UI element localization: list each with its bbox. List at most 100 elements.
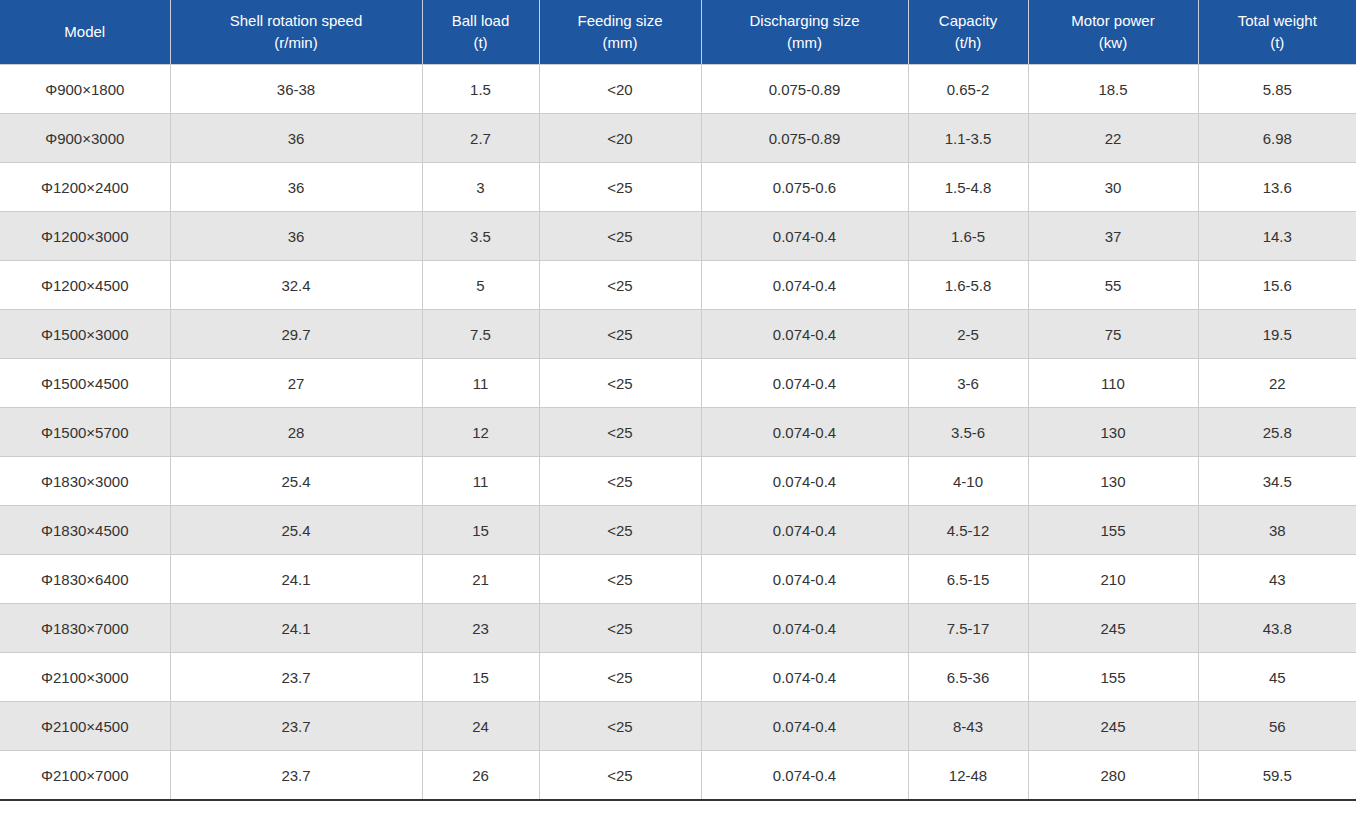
table-cell: 27: [170, 359, 422, 408]
table-cell: Φ1500×4500: [0, 359, 170, 408]
table-body: Φ900×180036-381.5<200.075-0.890.65-218.5…: [0, 65, 1356, 801]
table-cell: 43: [1198, 555, 1356, 604]
table-cell: 0.074-0.4: [701, 751, 908, 801]
table-cell: 12-48: [908, 751, 1028, 801]
table-cell: 0.074-0.4: [701, 310, 908, 359]
table-cell: 29.7: [170, 310, 422, 359]
table-cell: 13.6: [1198, 163, 1356, 212]
table-cell: 2-5: [908, 310, 1028, 359]
table-cell: <25: [539, 457, 701, 506]
table-cell: Φ900×3000: [0, 114, 170, 163]
table-cell: 30: [1028, 163, 1198, 212]
table-cell: 130: [1028, 457, 1198, 506]
table-cell: Φ1830×4500: [0, 506, 170, 555]
table-row: Φ1200×450032.45<250.074-0.41.6-5.85515.6: [0, 261, 1356, 310]
table-cell: 23: [422, 604, 539, 653]
table-cell: 0.074-0.4: [701, 555, 908, 604]
table-cell: <25: [539, 310, 701, 359]
table-cell: 110: [1028, 359, 1198, 408]
table-cell: 11: [422, 359, 539, 408]
table-cell: 3-6: [908, 359, 1028, 408]
table-cell: 25.8: [1198, 408, 1356, 457]
table-cell: 0.65-2: [908, 65, 1028, 114]
table-cell: 0.074-0.4: [701, 604, 908, 653]
table-cell: <20: [539, 65, 701, 114]
col-header-ball-load: Ball load (t): [422, 0, 539, 65]
table-cell: 22: [1198, 359, 1356, 408]
table-cell: 26: [422, 751, 539, 801]
table-cell: <25: [539, 359, 701, 408]
table-cell: 25.4: [170, 457, 422, 506]
table-cell: 15: [422, 653, 539, 702]
table-header: Model Shell rotation speed (r/min) Ball …: [0, 0, 1356, 65]
table-cell: 23.7: [170, 702, 422, 751]
table-cell: 36: [170, 212, 422, 261]
table-row: Φ2100×700023.726<250.074-0.412-4828059.5: [0, 751, 1356, 801]
table-row: Φ2100×450023.724<250.074-0.48-4324556: [0, 702, 1356, 751]
table-cell: 8-43: [908, 702, 1028, 751]
table-row: Φ1500×300029.77.5<250.074-0.42-57519.5: [0, 310, 1356, 359]
table-cell: Φ1200×2400: [0, 163, 170, 212]
table-cell: 14.3: [1198, 212, 1356, 261]
table-cell: 25.4: [170, 506, 422, 555]
table-cell: 43.8: [1198, 604, 1356, 653]
table-cell: 11: [422, 457, 539, 506]
table-cell: 4-10: [908, 457, 1028, 506]
table-row: Φ1200×3000363.5<250.074-0.41.6-53714.3: [0, 212, 1356, 261]
table-cell: 6.5-15: [908, 555, 1028, 604]
table-cell: 23.7: [170, 653, 422, 702]
table-cell: 0.074-0.4: [701, 212, 908, 261]
table-cell: 1.5-4.8: [908, 163, 1028, 212]
table-cell: 0.074-0.4: [701, 653, 908, 702]
table-row: Φ1830×640024.121<250.074-0.46.5-1521043: [0, 555, 1356, 604]
table-cell: 6.98: [1198, 114, 1356, 163]
table-cell: 37: [1028, 212, 1198, 261]
table-cell: 155: [1028, 653, 1198, 702]
table-cell: 0.074-0.4: [701, 457, 908, 506]
table-cell: 34.5: [1198, 457, 1356, 506]
table-cell: 245: [1028, 702, 1198, 751]
table-cell: 0.075-0.6: [701, 163, 908, 212]
ball-mill-spec-table: Model Shell rotation speed (r/min) Ball …: [0, 0, 1356, 801]
table-cell: 2.7: [422, 114, 539, 163]
table-cell: 55: [1028, 261, 1198, 310]
col-header-discharging-size: Discharging size (mm): [701, 0, 908, 65]
table-cell: <25: [539, 751, 701, 801]
table-cell: 21: [422, 555, 539, 604]
table-cell: Φ2100×4500: [0, 702, 170, 751]
table-cell: 280: [1028, 751, 1198, 801]
table-cell: 36: [170, 163, 422, 212]
table-cell: 3.5: [422, 212, 539, 261]
table-cell: 36: [170, 114, 422, 163]
table-cell: 1.6-5: [908, 212, 1028, 261]
table-cell: 23.7: [170, 751, 422, 801]
table-row: Φ900×3000362.7<200.075-0.891.1-3.5226.98: [0, 114, 1356, 163]
table-cell: 36-38: [170, 65, 422, 114]
table-cell: 7.5-17: [908, 604, 1028, 653]
table-row: Φ1500×57002812<250.074-0.43.5-613025.8: [0, 408, 1356, 457]
table-cell: 32.4: [170, 261, 422, 310]
table-cell: 15: [422, 506, 539, 555]
col-header-motor-power: Motor power (kw): [1028, 0, 1198, 65]
table-cell: Φ1200×4500: [0, 261, 170, 310]
table-cell: <25: [539, 212, 701, 261]
table-cell: Φ1830×3000: [0, 457, 170, 506]
table-cell: 12: [422, 408, 539, 457]
table-cell: Φ1500×3000: [0, 310, 170, 359]
table-cell: 3: [422, 163, 539, 212]
table-cell: 0.074-0.4: [701, 359, 908, 408]
table-cell: 24.1: [170, 604, 422, 653]
table-cell: <25: [539, 653, 701, 702]
table-cell: 24: [422, 702, 539, 751]
table-cell: Φ1830×7000: [0, 604, 170, 653]
table-cell: Φ2100×3000: [0, 653, 170, 702]
table-row: Φ1830×300025.411<250.074-0.44-1013034.5: [0, 457, 1356, 506]
table-cell: <25: [539, 702, 701, 751]
table-cell: 0.074-0.4: [701, 506, 908, 555]
table-row: Φ1830×700024.123<250.074-0.47.5-1724543.…: [0, 604, 1356, 653]
table-cell: Φ2100×7000: [0, 751, 170, 801]
table-cell: 28: [170, 408, 422, 457]
table-cell: 0.075-0.89: [701, 114, 908, 163]
table-cell: 45: [1198, 653, 1356, 702]
col-header-capacity: Capacity (t/h): [908, 0, 1028, 65]
